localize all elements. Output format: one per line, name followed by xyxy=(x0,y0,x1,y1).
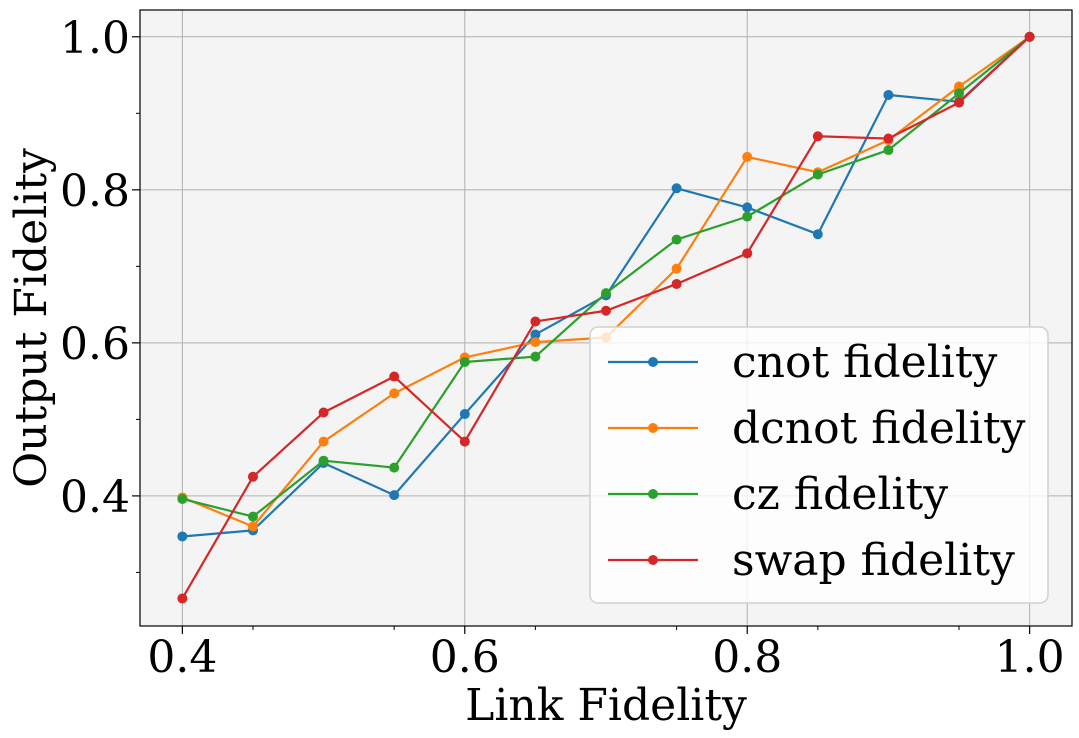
legend: cnot fidelity dcnot fidelity cz fidelity sw… xyxy=(589,326,1049,604)
data-point xyxy=(177,493,188,504)
data-point xyxy=(389,371,400,382)
series-group xyxy=(177,31,1035,604)
data-point xyxy=(742,151,753,162)
legend-marker xyxy=(648,423,658,433)
data-point xyxy=(177,593,188,604)
y-axis-label: Output Fidelity xyxy=(6,148,57,488)
data-point xyxy=(954,97,965,108)
data-point xyxy=(742,211,753,222)
data-point xyxy=(883,89,894,100)
data-point xyxy=(601,288,611,299)
y-tick-label: 1.0 xyxy=(60,13,130,64)
x-tick-label: 0.8 xyxy=(712,632,782,683)
x-tick-label: 0.6 xyxy=(430,632,500,683)
data-point xyxy=(812,169,823,180)
series-cz-fidelity xyxy=(177,31,1035,522)
legend-label: swap fidelity xyxy=(732,535,1015,586)
data-point xyxy=(601,305,611,316)
legend-entry: cnot fidelity xyxy=(608,337,998,388)
data-point xyxy=(318,407,329,418)
data-point xyxy=(530,329,541,340)
data-point xyxy=(812,131,823,142)
legend-box xyxy=(589,326,1049,604)
legend-label: dcnot fidelity xyxy=(732,403,1026,454)
plot-frame xyxy=(139,9,1073,627)
data-point xyxy=(389,490,400,501)
data-point xyxy=(177,531,188,542)
data-point xyxy=(389,462,400,473)
data-point xyxy=(954,88,965,99)
data-point xyxy=(530,316,541,327)
data-point xyxy=(954,81,965,92)
x-tick-label: 1.0 xyxy=(995,632,1065,683)
y-tick-label: 0.4 xyxy=(60,472,130,523)
data-point xyxy=(1024,31,1035,42)
data-point xyxy=(742,248,753,259)
data-point xyxy=(671,183,682,194)
legend-entry: swap fidelity xyxy=(608,535,1015,586)
legend-entry: cz fidelity xyxy=(608,469,948,520)
data-point xyxy=(812,229,823,240)
y-tick-label: 0.8 xyxy=(60,166,130,217)
data-point xyxy=(389,388,400,399)
x-axis-label: Link Fidelity xyxy=(465,680,747,731)
legend-marker xyxy=(648,555,658,565)
data-point xyxy=(530,337,541,348)
y-tick-label: 0.6 xyxy=(60,319,130,370)
data-point xyxy=(247,521,258,532)
data-point xyxy=(530,351,541,362)
legend-label: cnot fidelity xyxy=(732,337,998,388)
data-point xyxy=(671,263,682,274)
data-point xyxy=(459,409,470,420)
legend-marker xyxy=(648,357,658,367)
x-tick-label: 0.4 xyxy=(147,632,217,683)
data-point xyxy=(459,357,470,367)
data-point xyxy=(318,436,329,447)
data-point xyxy=(318,455,329,466)
data-point xyxy=(671,234,682,245)
legend-entry: dcnot fidelity xyxy=(608,403,1026,454)
legend-marker xyxy=(648,489,658,499)
ticks: 0.4 0.6 0.8 1.0 0.4 0.6 0.8 1.0 xyxy=(60,13,1065,683)
data-point xyxy=(742,202,753,213)
data-point xyxy=(883,145,894,156)
series-swap-fidelity xyxy=(177,31,1035,604)
data-point xyxy=(671,278,682,289)
data-point xyxy=(247,511,258,522)
data-point xyxy=(459,436,470,447)
data-point xyxy=(883,133,894,144)
data-point xyxy=(247,471,258,482)
legend-label: cz fidelity xyxy=(732,469,948,520)
